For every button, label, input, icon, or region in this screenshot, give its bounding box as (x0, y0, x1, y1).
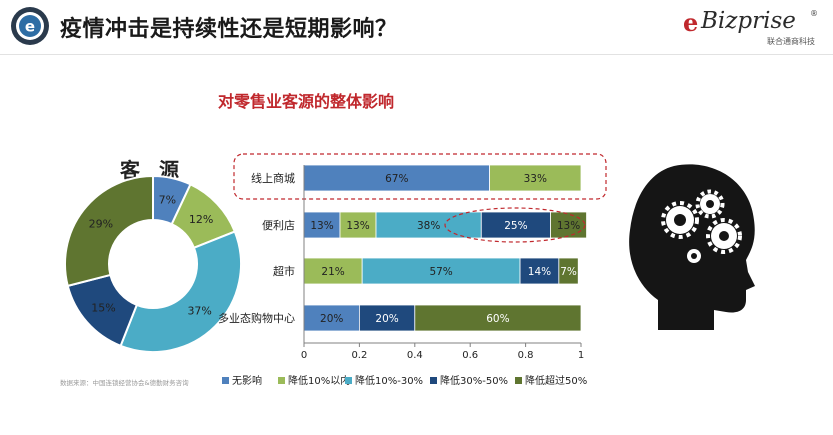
legend-label: 降低30%-50% (440, 374, 508, 387)
donut-slice-label: 12% (189, 213, 213, 226)
x-axis-tick-label: 0.8 (518, 350, 534, 361)
brand-logo-name: Bizprise (701, 8, 796, 34)
bar-segment (358, 304, 416, 332)
legend-swatch (222, 377, 229, 384)
brand-logo: e Bizprise ® 联合通商科技 (683, 8, 823, 48)
highlight-ellipse (444, 207, 586, 243)
legend-swatch (278, 377, 285, 384)
bar-segment-label: 67% (385, 173, 408, 185)
bar-segment-label: 21% (321, 266, 344, 278)
header-divider (0, 54, 833, 55)
brand-logo-e: e (683, 8, 699, 37)
legend-label: 降低超过50% (525, 374, 587, 387)
bar-segment (303, 257, 363, 285)
bar-segment-label: 7% (560, 266, 577, 278)
bar-segment-label: 33% (524, 173, 547, 185)
bar-category-label: 线上商城 (251, 171, 295, 185)
legend-swatch (345, 377, 352, 384)
donut-slice (64, 174, 154, 288)
bar-segment (414, 304, 582, 332)
bar-segment-label: 25% (504, 220, 527, 232)
legend-label: 降低10%-30% (355, 374, 423, 387)
legend-label: 无影响 (232, 374, 262, 387)
bar-segment (489, 164, 582, 192)
e-logo-icon: e (11, 7, 49, 45)
x-axis-tick-label: 0 (301, 350, 307, 361)
legend-swatch (515, 377, 522, 384)
source-note: 数据来源：中国连锁经营协会&德勤财务咨询 (60, 379, 189, 387)
bar-segment (303, 164, 490, 192)
bar-segment (375, 211, 482, 239)
bar-segment-label: 13% (310, 220, 333, 232)
highlight-frame-row (233, 153, 607, 200)
x-axis-tick-label: 1 (578, 350, 584, 361)
bar-segment (550, 211, 587, 239)
header-bar: e 疫情冲击是持续性还是短期影响？ e Bizprise ® 联合通商科技 (0, 0, 833, 56)
head-gears-illustration-icon (629, 164, 755, 330)
brand-registered-mark: ® (810, 9, 818, 18)
bar-segment (339, 211, 377, 239)
bar-segment-label: 20% (375, 313, 398, 325)
x-axis-tick-label: 0.4 (407, 350, 423, 361)
bar-segment-label: 13% (557, 220, 580, 232)
donut-slice-label: 7% (159, 194, 176, 207)
bar-segment-label: 14% (528, 266, 551, 278)
legend-swatch (430, 377, 437, 384)
page-title: 疫情冲击是持续性还是短期影响？ (60, 17, 398, 42)
bar-segment-label: 60% (486, 313, 509, 325)
x-axis-tick-label: 0.2 (351, 350, 367, 361)
bar-segment (519, 257, 560, 285)
bar-segment (480, 211, 551, 239)
bar-category-label: 便利店 (262, 218, 295, 232)
bar-segment-label: 57% (429, 266, 452, 278)
chart-subtitle: 对零售业客源的整体影响 (218, 92, 395, 111)
donut-slice-label: 29% (89, 218, 113, 231)
brand-logo-subtitle: 联合通商科技 (767, 37, 815, 46)
bar-category-label: 超市 (273, 264, 295, 278)
bar-segment-label: 20% (320, 313, 343, 325)
x-axis-tick-label: 0.6 (462, 350, 478, 361)
bar-category-label: 多业态购物中心 (218, 311, 295, 325)
donut-slice (119, 230, 242, 353)
donut-slice-label: 15% (91, 302, 115, 315)
bar-segment-label: 38% (417, 220, 440, 232)
bar-segment-label: 13% (346, 220, 369, 232)
svg-text:e: e (25, 18, 35, 36)
donut-slice-label: 37% (187, 305, 211, 318)
legend-label: 降低10%以内 (288, 374, 350, 387)
bar-segment (558, 257, 579, 285)
